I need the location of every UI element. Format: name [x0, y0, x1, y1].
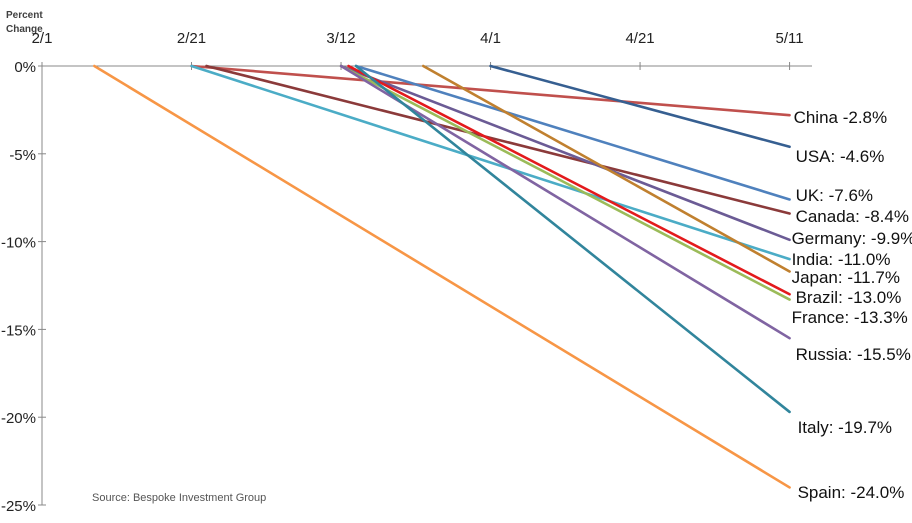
series-label-france: France: -13.3%	[792, 308, 908, 327]
series-line-russia	[339, 64, 791, 340]
series-line-canada	[205, 64, 791, 215]
series-lines	[93, 64, 791, 489]
source-note: Source: Bespoke Investment Group	[92, 492, 266, 504]
series-label-japan: Japan: -11.7%	[792, 268, 900, 287]
series-label-italy: Italy: -19.7%	[798, 418, 893, 437]
y-axis-label-line2: Change	[6, 24, 43, 35]
series-labels: China -2.8% USA: -4.6% UK: -7.6% Canada: -8…	[792, 108, 912, 502]
x-tick-label: 4/21	[625, 30, 654, 47]
series-line-spain	[93, 64, 791, 489]
y-tick-label: -15%	[1, 322, 36, 339]
x-tick-label: 5/11	[776, 30, 804, 47]
series-line-brazil	[347, 64, 791, 296]
series-line-italy	[354, 64, 791, 414]
series-label-germany: Germany: -9.9%	[792, 229, 912, 248]
series-label-uk: UK: -7.6%	[796, 186, 873, 205]
series-line-uk	[354, 64, 791, 201]
y-axis-label-line1: Percent	[6, 10, 43, 21]
x-tick-label: 4/1	[480, 30, 501, 47]
series-label-brazil: Brazil: -13.0%	[796, 288, 902, 307]
y-tick-label: 0%	[14, 59, 36, 76]
series-line-usa	[489, 64, 791, 149]
y-tick-label: -20%	[1, 410, 36, 427]
x-axis-ticks: 2/1 2/21 3/12 4/1 4/21 5/11	[32, 30, 804, 70]
series-line-japan	[421, 64, 791, 273]
x-tick-label: 3/12	[326, 30, 355, 47]
x-tick-label: 2/1	[32, 30, 53, 47]
series-line-china	[190, 64, 791, 117]
series-label-china: China -2.8%	[794, 108, 888, 127]
x-tick-label: 2/21	[177, 30, 206, 47]
series-label-india: India: -11.0%	[792, 250, 891, 269]
series-label-spain: Spain: -24.0%	[798, 483, 905, 502]
series-line-india	[190, 64, 791, 261]
series-line-germany	[339, 64, 791, 242]
y-axis-ticks: 0% -5% -10% -15% -20% -25%	[1, 59, 46, 515]
series-label-russia: Russia: -15.5%	[796, 345, 911, 364]
series-label-canada: Canada: -8.4%	[796, 207, 909, 226]
y-tick-label: -10%	[1, 235, 36, 252]
series-label-usa: USA: -4.6%	[796, 147, 885, 166]
series-line-france	[339, 64, 791, 301]
y-tick-label: -25%	[1, 498, 36, 515]
y-tick-label: -5%	[9, 147, 36, 164]
